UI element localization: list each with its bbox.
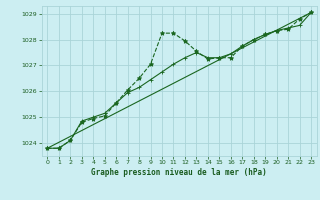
- X-axis label: Graphe pression niveau de la mer (hPa): Graphe pression niveau de la mer (hPa): [91, 168, 267, 177]
